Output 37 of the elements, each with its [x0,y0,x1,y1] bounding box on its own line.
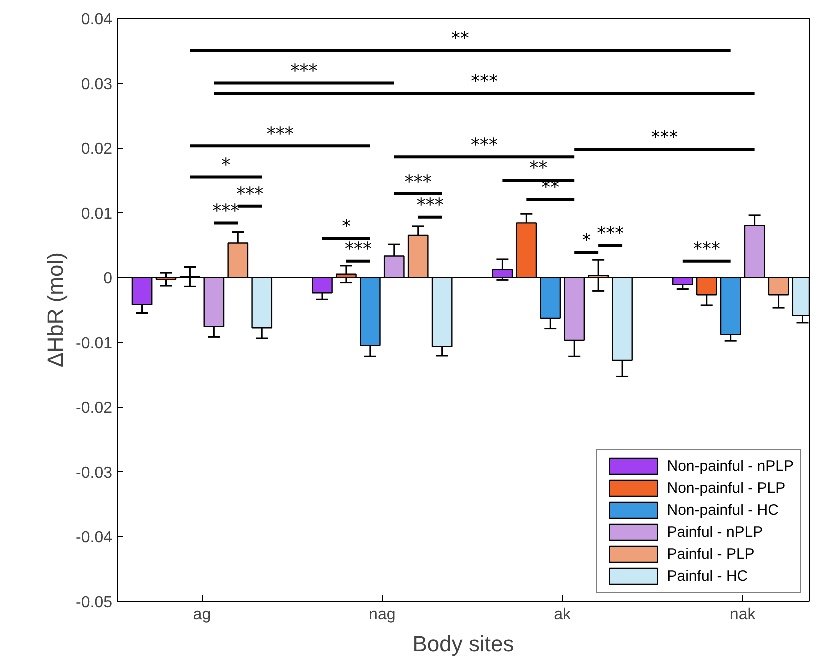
x-tick-label: nak [730,606,757,624]
y-tick-label: 0.01 [81,206,113,223]
annotation: *** [597,224,624,245]
x-tick-label: ag [193,606,212,624]
annotation: *** [404,172,432,193]
legend-label: Non-painful - HC [667,502,779,518]
y-tick-label: -0.04 [76,530,113,547]
legend-label: Painful - nPLP [667,524,764,540]
annotation: *** [290,60,318,82]
legend-label: Painful - PLP [667,546,755,562]
annotation: * [342,216,351,238]
y-tick-label: -0.05 [76,594,113,612]
legend-label: Painful - HC [667,568,748,584]
y-tick-label: -0.03 [76,464,113,482]
x-tick-label: nag [369,606,396,624]
annotation: ** [530,158,548,180]
annotation: *** [470,134,498,156]
annotation: *** [470,71,498,92]
legend-label: Non-painful - nPLP [667,458,794,474]
y-tick-label: 0.02 [81,141,113,158]
y-axis-title: ΔHbR (mol) [43,252,68,368]
y-tick-label: 0 [104,270,113,288]
legend-label: Non-painful - PLP [667,480,786,496]
annotation: ** [452,28,470,50]
y-tick-label: 0.03 [81,76,113,94]
x-tick-label: ak [554,606,572,624]
y-tick-label: -0.01 [76,335,113,352]
x-axis-title: Body sites [412,632,514,656]
annotation: *** [651,128,678,149]
annotation: *** [416,195,444,216]
annotation: * [222,154,231,176]
annotation: * [582,230,592,252]
annotation: *** [693,239,720,260]
annotation: *** [344,239,372,260]
y-tick-label: 0.04 [81,12,113,28]
annotation: *** [266,124,294,145]
y-tick-label: -0.02 [76,400,113,418]
